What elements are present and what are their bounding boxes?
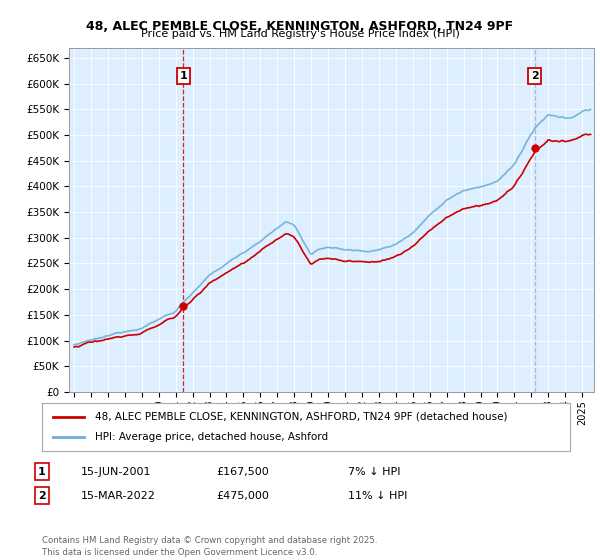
Text: 2: 2 <box>38 491 46 501</box>
Text: 2: 2 <box>531 71 539 81</box>
Text: Price paid vs. HM Land Registry's House Price Index (HPI): Price paid vs. HM Land Registry's House … <box>140 29 460 39</box>
Text: 1: 1 <box>38 466 46 477</box>
Text: 7% ↓ HPI: 7% ↓ HPI <box>348 466 401 477</box>
Text: HPI: Average price, detached house, Ashford: HPI: Average price, detached house, Ashf… <box>95 432 328 442</box>
Text: Contains HM Land Registry data © Crown copyright and database right 2025.
This d: Contains HM Land Registry data © Crown c… <box>42 536 377 557</box>
Text: £475,000: £475,000 <box>216 491 269 501</box>
Text: 11% ↓ HPI: 11% ↓ HPI <box>348 491 407 501</box>
Text: 1: 1 <box>179 71 187 81</box>
Text: 15-JUN-2001: 15-JUN-2001 <box>81 466 151 477</box>
Text: 48, ALEC PEMBLE CLOSE, KENNINGTON, ASHFORD, TN24 9PF (detached house): 48, ALEC PEMBLE CLOSE, KENNINGTON, ASHFO… <box>95 412 508 422</box>
Text: 48, ALEC PEMBLE CLOSE, KENNINGTON, ASHFORD, TN24 9PF: 48, ALEC PEMBLE CLOSE, KENNINGTON, ASHFO… <box>86 20 514 32</box>
Text: £167,500: £167,500 <box>216 466 269 477</box>
Text: 15-MAR-2022: 15-MAR-2022 <box>81 491 156 501</box>
